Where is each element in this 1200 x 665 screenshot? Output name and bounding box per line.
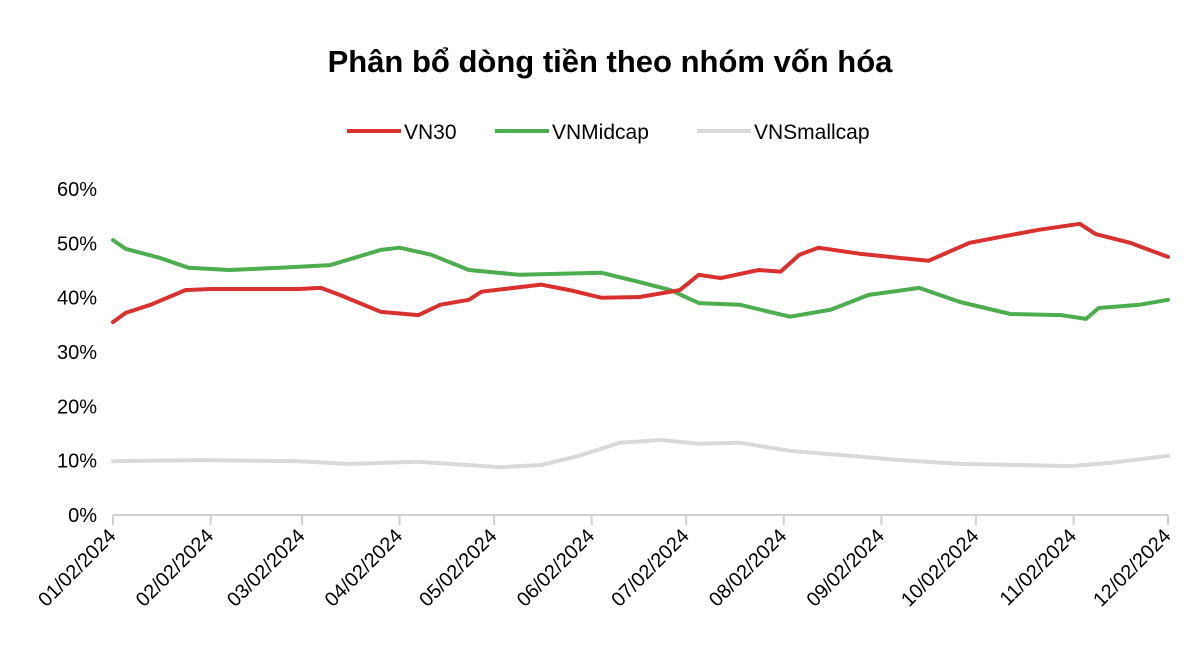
y-axis: 0% 10% 20% 30% 40% 50% 60%: [57, 179, 97, 527]
x-tick-label: 12/02/2024: [1089, 525, 1175, 611]
x-tick-label: 02/02/2024: [132, 525, 218, 611]
legend-item-vnsmallcap: VNSmallcap: [697, 121, 870, 144]
y-tick-label: 20%: [57, 396, 97, 418]
legend-label: VN30: [404, 121, 457, 144]
legend-label: VNMidcap: [552, 121, 649, 144]
x-tick-label: 05/02/2024: [415, 525, 501, 611]
y-tick-label: 50%: [57, 233, 97, 255]
series-line-vnmidcap: [111, 238, 1170, 321]
x-tick-label: 07/02/2024: [607, 525, 693, 611]
x-tick-label: 09/02/2024: [803, 525, 889, 611]
x-axis: 01/02/2024 02/02/2024 03/02/2024 04/02/2024…: [34, 514, 1176, 611]
x-tick-label: 08/02/2024: [705, 525, 791, 611]
y-tick-label: 60%: [57, 179, 97, 201]
chart-title: Phân bổ dòng tiền theo nhóm vốn hóa: [328, 44, 894, 79]
x-tick-label: 01/02/2024: [34, 525, 120, 611]
legend-item-vn30: VN30: [347, 121, 457, 144]
x-tick-label: 10/02/2024: [897, 525, 983, 611]
legend: VN30 VNMidcap VNSmallcap: [347, 121, 870, 144]
x-tick-label: 04/02/2024: [321, 525, 407, 611]
y-tick-label: 30%: [57, 342, 97, 364]
series-line-vn30: [111, 221, 1170, 325]
x-tick-label: 03/02/2024: [223, 525, 309, 611]
series-lines: [111, 221, 1170, 470]
x-tick-label: 11/02/2024: [996, 525, 1081, 610]
y-tick-label: 10%: [57, 451, 97, 473]
y-tick-label: 40%: [57, 288, 97, 310]
series-line-vnsmallcap: [111, 438, 1170, 470]
legend-item-vnmidcap: VNMidcap: [495, 121, 649, 144]
y-tick-label: 0%: [68, 505, 97, 527]
legend-label: VNSmallcap: [754, 121, 870, 144]
x-tick-label: 06/02/2024: [513, 525, 599, 611]
